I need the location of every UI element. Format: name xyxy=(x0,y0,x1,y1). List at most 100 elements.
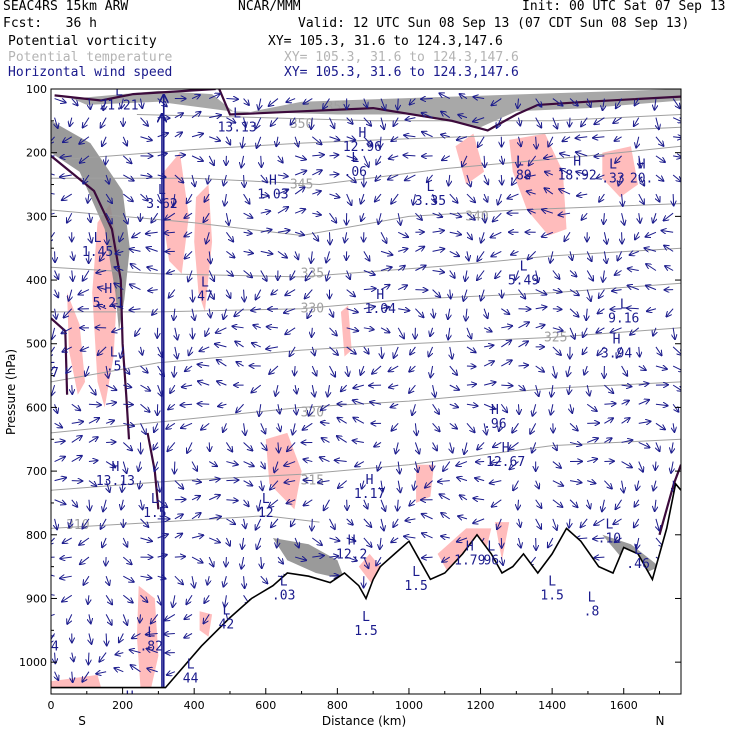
wind-vector xyxy=(294,365,295,375)
wind-vector xyxy=(518,155,519,167)
wind-vector xyxy=(594,557,605,558)
wind-vector xyxy=(55,404,58,413)
wind-vector xyxy=(346,518,353,525)
wind-vector xyxy=(98,346,107,355)
wind-vector xyxy=(278,404,280,413)
wind-vector xyxy=(304,480,313,481)
wind-vector xyxy=(347,270,350,280)
wind-vector xyxy=(204,614,210,623)
wind-vector xyxy=(103,98,106,111)
wind-vector xyxy=(140,384,150,391)
extremum-marker: L xyxy=(151,492,159,507)
wind-vector xyxy=(261,461,265,469)
wind-vector xyxy=(615,155,622,163)
wind-vector xyxy=(174,461,175,474)
wind-vector xyxy=(200,347,210,351)
wind-vector xyxy=(638,174,644,186)
wind-vector xyxy=(329,117,334,129)
wind-vector xyxy=(123,461,126,473)
wind-vectors xyxy=(51,93,681,682)
wind-vector xyxy=(184,614,193,619)
wind-vector xyxy=(223,576,226,586)
wind-vector xyxy=(123,575,133,582)
wind-vector xyxy=(655,346,662,355)
wind-vector xyxy=(511,251,519,254)
wind-vector xyxy=(181,404,193,405)
wind-vector xyxy=(501,360,511,367)
wind-vector xyxy=(466,193,475,202)
wind-vector xyxy=(251,384,262,392)
wind-vector xyxy=(291,518,295,526)
theta-contour xyxy=(51,145,681,186)
wind-vector xyxy=(270,480,279,490)
wind-vector xyxy=(398,461,399,474)
wind-vector xyxy=(656,117,659,130)
wind-vector xyxy=(491,98,502,106)
wind-vector xyxy=(209,479,219,481)
wind-vector xyxy=(397,499,398,511)
wind-vector xyxy=(186,595,193,604)
wind-vector xyxy=(477,270,485,281)
wind-vector xyxy=(189,346,192,355)
theta-contour-label: 350 xyxy=(290,117,313,132)
extremum-value: .5 xyxy=(106,359,122,374)
wind-vector xyxy=(105,212,112,223)
wind-vector xyxy=(119,633,123,643)
wind-vector xyxy=(509,461,519,470)
wind-vector xyxy=(271,290,279,295)
wind-vector xyxy=(285,327,296,334)
wind-vector xyxy=(82,671,90,682)
wind-vector xyxy=(269,365,279,374)
wind-vector xyxy=(672,346,681,355)
wind-vector xyxy=(490,481,502,484)
wind-vector xyxy=(628,285,639,291)
y-tick-label: 500 xyxy=(26,338,47,351)
y-tick-label: 700 xyxy=(26,465,47,478)
wind-vector xyxy=(587,98,590,107)
wind-speed-region xyxy=(51,674,102,688)
wind-vector xyxy=(375,174,382,181)
wind-vector xyxy=(312,155,324,156)
wind-vector xyxy=(346,193,352,205)
extremum-value: 21.21 xyxy=(99,98,138,113)
wind-vector xyxy=(545,172,554,175)
wind-vector xyxy=(198,404,210,405)
wind-vector xyxy=(355,461,365,467)
wind-vector xyxy=(552,346,561,355)
theta-contour xyxy=(51,381,681,434)
wind-vector xyxy=(208,270,214,281)
wind-vector xyxy=(353,400,365,404)
wind-vector xyxy=(593,538,605,539)
wind-vector xyxy=(88,194,89,203)
wind-vector xyxy=(318,481,330,483)
wind-vector xyxy=(415,461,418,473)
wind-vector xyxy=(410,98,416,105)
wind-vector xyxy=(622,213,625,225)
wind-vector xyxy=(463,289,467,301)
south-label: S xyxy=(78,714,86,728)
wind-vector xyxy=(106,576,109,585)
wind-vector xyxy=(129,309,141,310)
wind-vector xyxy=(458,115,468,118)
wind-vector xyxy=(122,212,127,223)
extremum-marker: L xyxy=(427,180,435,195)
wind-vector xyxy=(638,400,649,405)
wind-vector xyxy=(82,518,90,529)
plot-frame xyxy=(50,88,682,695)
wind-vector xyxy=(576,172,588,175)
extremum-marker: L xyxy=(412,565,420,580)
wind-vector xyxy=(586,251,591,261)
wind-vector xyxy=(55,117,58,128)
wind-vector xyxy=(449,174,450,185)
wind-vector xyxy=(208,462,217,467)
wind-vector xyxy=(562,137,571,141)
wind-vector xyxy=(71,422,83,424)
wind-vector xyxy=(553,518,557,530)
wind-vector xyxy=(209,442,210,451)
wind-vector xyxy=(638,441,650,447)
extremum-marker: H xyxy=(466,540,474,555)
wind-vector xyxy=(483,403,495,409)
wind-vector xyxy=(103,499,106,512)
wind-vector xyxy=(673,156,681,158)
x-tick-label: 0 xyxy=(48,699,55,712)
